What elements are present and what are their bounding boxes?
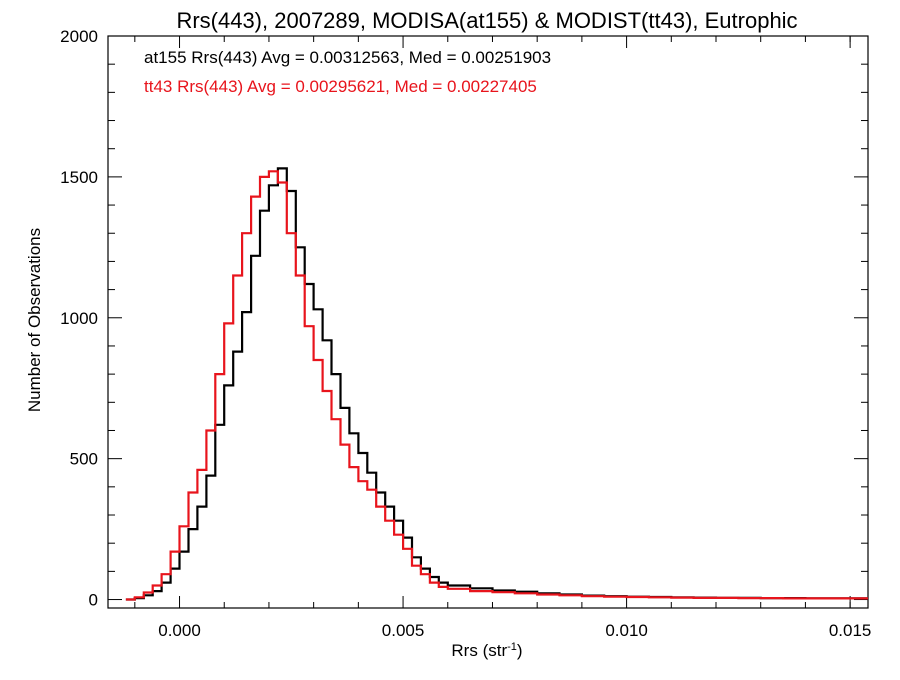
- y-tick-label-0: 0: [89, 591, 98, 610]
- annotation-tt43: tt43 Rrs(443) Avg = 0.00295621, Med = 0.…: [144, 77, 537, 96]
- plot-frame: [107, 35, 869, 609]
- x-axis-label-sup: -1: [507, 641, 517, 653]
- x-axis-label-close: ): [517, 641, 523, 660]
- x-tick-label-0: 0.000: [158, 621, 201, 640]
- chart-title: Rrs(443), 2007289, MODISA(at155) & MODIS…: [176, 8, 797, 33]
- x-tick-label-3: 0.015: [829, 621, 872, 640]
- y-axis-label: Number of Observations: [25, 228, 44, 412]
- series-line-1: [125, 170, 868, 601]
- y-tick-label-2: 1000: [60, 309, 98, 328]
- x-axis-label-main: Rrs (str: [451, 641, 507, 660]
- legend-annotations: at155 Rrs(443) Avg = 0.00312563, Med = 0…: [144, 48, 551, 96]
- series-line-0: [125, 167, 868, 601]
- y-tick-label-4: 2000: [60, 27, 98, 46]
- x-axis-label: Rrs (str-1): [451, 641, 522, 660]
- y-tick-label-3: 1500: [60, 168, 98, 187]
- x-tick-label-1: 0.005: [382, 621, 425, 640]
- y-axis-label-group: Number of Observations: [25, 228, 44, 412]
- plot-layer: 0.000 0.005 0.010 0.015 0 500 1000 1500 2000: [60, 27, 871, 640]
- y-tick-label-1: 500: [70, 450, 98, 469]
- annotation-at155: at155 Rrs(443) Avg = 0.00312563, Med = 0…: [144, 48, 551, 67]
- x-tick-label-2: 0.010: [605, 621, 648, 640]
